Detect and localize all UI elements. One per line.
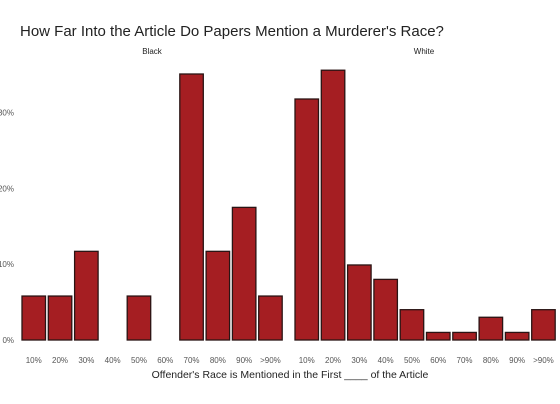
x-tick-label: 50% <box>131 356 147 365</box>
bar <box>21 295 47 341</box>
x-tick-label: 30% <box>78 356 94 365</box>
x-tick-label: 30% <box>351 356 367 365</box>
bar <box>399 309 425 341</box>
panel-black: Black 10% 20% 30% 40% 50% 60% 70% 80% 90% >90% <box>21 47 283 365</box>
x-axis-title: Offender's Race is Mentioned in the Firs… <box>152 369 429 381</box>
x-tick-label: 60% <box>157 356 173 365</box>
panel-white: White 10% 20% 30% 40% 50% 60% 70% 80% 90% >90% <box>294 47 556 365</box>
bar <box>425 331 451 341</box>
y-tick-label: 10% <box>0 260 14 269</box>
bar <box>346 264 372 341</box>
x-tick-label: >90% <box>260 356 281 365</box>
bar <box>73 250 99 341</box>
panel-label: White <box>414 47 435 56</box>
bar <box>373 278 399 341</box>
bar <box>179 73 204 341</box>
x-tick-label: 60% <box>430 356 446 365</box>
bar <box>504 331 530 341</box>
y-tick-label: 0% <box>2 336 14 345</box>
x-tick-label: 20% <box>325 356 341 365</box>
y-axis: 0% 10% 20% 30% <box>0 109 14 345</box>
x-tick-label: 90% <box>509 356 525 365</box>
x-tick-label: 80% <box>483 356 499 365</box>
x-tick-label: >90% <box>533 356 554 365</box>
bar <box>126 295 152 341</box>
x-tick-label: 40% <box>105 356 121 365</box>
panel-label: Black <box>142 47 163 56</box>
y-tick-label: 30% <box>0 109 14 118</box>
x-tick-label: 70% <box>184 356 200 365</box>
bar <box>47 295 73 341</box>
y-tick-label: 20% <box>0 184 14 193</box>
bar <box>258 295 283 341</box>
x-tick-label: 50% <box>404 356 420 365</box>
bar <box>531 309 556 341</box>
x-tick-label: 10% <box>26 356 42 365</box>
bar <box>294 98 320 341</box>
bar <box>478 316 504 341</box>
bar <box>320 69 346 341</box>
bar <box>452 331 477 341</box>
x-tick-label: 70% <box>457 356 473 365</box>
x-tick-label: 10% <box>299 356 315 365</box>
chart-title: How Far Into the Article Do Papers Menti… <box>20 23 444 40</box>
x-tick-label: 80% <box>210 356 226 365</box>
bar <box>231 206 257 341</box>
x-tick-label: 90% <box>236 356 252 365</box>
x-tick-label: 40% <box>378 356 394 365</box>
bar <box>205 250 231 341</box>
x-tick-label: 20% <box>52 356 68 365</box>
